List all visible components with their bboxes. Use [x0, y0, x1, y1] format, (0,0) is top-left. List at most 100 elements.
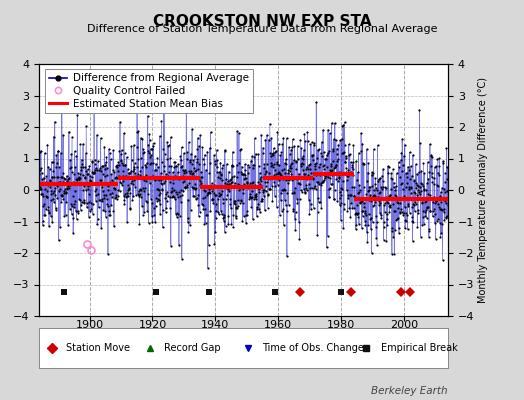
- Point: [315, 181, 323, 188]
- Point: [168, 174, 177, 180]
- Point: [122, 161, 130, 168]
- Point: [67, 164, 75, 170]
- Point: [341, 141, 349, 148]
- Point: [440, 186, 449, 192]
- Point: [50, 174, 59, 180]
- Point: [431, 164, 439, 170]
- Point: [164, 173, 172, 180]
- Point: [363, 146, 371, 152]
- Point: [316, 150, 325, 156]
- Point: [258, 198, 266, 204]
- Point: [214, 174, 223, 180]
- Point: [101, 166, 110, 172]
- Point: [146, 161, 155, 168]
- Point: [224, 221, 233, 227]
- Point: [257, 174, 265, 180]
- Point: [432, 163, 441, 170]
- Point: [274, 170, 282, 176]
- Point: [241, 166, 249, 173]
- Point: [288, 144, 297, 150]
- Point: [160, 180, 168, 186]
- Point: [256, 208, 264, 215]
- Point: [211, 229, 220, 235]
- Point: [224, 178, 232, 184]
- Point: [312, 186, 320, 192]
- Point: [235, 182, 243, 188]
- Point: [443, 164, 452, 170]
- Point: [82, 187, 90, 193]
- Point: [331, 164, 340, 170]
- Point: [141, 174, 149, 180]
- Point: [97, 177, 106, 184]
- Point: [386, 192, 395, 198]
- Point: [49, 189, 57, 196]
- Point: [57, 174, 65, 180]
- Point: [237, 196, 246, 203]
- Point: [123, 192, 132, 199]
- Point: [326, 181, 335, 187]
- Point: [182, 97, 191, 104]
- Point: [339, 123, 347, 129]
- Point: [277, 197, 285, 203]
- Point: [294, 174, 303, 181]
- Point: [97, 168, 105, 174]
- Point: [353, 211, 361, 218]
- Point: [92, 198, 100, 204]
- Point: [249, 165, 258, 172]
- Point: [356, 195, 365, 201]
- Point: [384, 163, 392, 169]
- Point: [298, 160, 307, 166]
- Point: [390, 179, 398, 186]
- Point: [335, 168, 343, 175]
- Point: [411, 190, 420, 196]
- Point: [342, 155, 350, 161]
- Point: [97, 195, 106, 202]
- Point: [339, 178, 347, 184]
- Point: [73, 112, 82, 118]
- Point: [401, 170, 410, 176]
- Point: [278, 187, 286, 193]
- Point: [227, 221, 236, 227]
- Point: [79, 164, 87, 170]
- Point: [207, 184, 215, 190]
- Point: [313, 179, 321, 185]
- Point: [323, 244, 331, 251]
- Point: [196, 182, 205, 188]
- Point: [367, 250, 376, 256]
- Point: [320, 176, 329, 183]
- Point: [408, 218, 417, 224]
- Point: [315, 164, 324, 170]
- Point: [363, 229, 371, 235]
- Point: [60, 188, 68, 194]
- Point: [378, 186, 387, 192]
- Point: [157, 117, 166, 124]
- Point: [393, 196, 401, 203]
- Point: [402, 184, 411, 190]
- Point: [205, 169, 214, 176]
- Point: [280, 186, 289, 192]
- Point: [422, 207, 430, 214]
- Point: [303, 129, 312, 135]
- Point: [265, 170, 274, 176]
- Point: [195, 178, 204, 185]
- Point: [252, 196, 260, 202]
- Point: [444, 202, 452, 208]
- Text: 2000: 2000: [390, 320, 418, 330]
- Point: [111, 186, 119, 192]
- Point: [344, 192, 352, 199]
- Point: [69, 193, 77, 200]
- Point: [293, 175, 301, 181]
- Point: [96, 135, 105, 142]
- Point: [277, 190, 286, 196]
- Point: [264, 176, 272, 182]
- Point: [257, 132, 266, 138]
- Point: [202, 220, 210, 226]
- Point: [441, 179, 449, 186]
- Point: [430, 181, 438, 187]
- Point: [142, 178, 150, 184]
- Point: [429, 208, 437, 214]
- Point: [95, 197, 104, 203]
- Point: [242, 220, 250, 226]
- Point: [401, 216, 410, 223]
- Point: [318, 178, 326, 185]
